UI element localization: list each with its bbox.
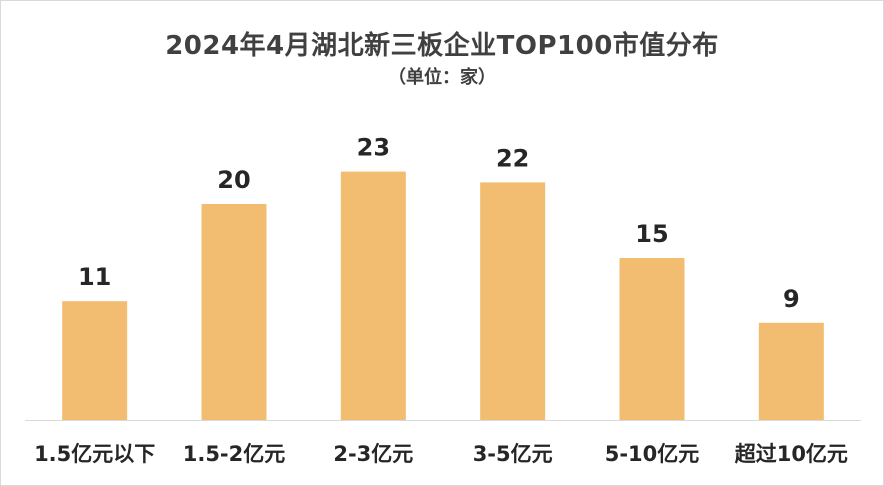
x-tick-label-5: 超过10亿元: [735, 442, 848, 466]
bar-3: [480, 182, 546, 420]
x-tick-label-0: 1.5亿元以下: [34, 442, 155, 466]
bar-5: [758, 322, 824, 420]
data-label-2: 23: [357, 134, 390, 162]
bar-0: [62, 301, 128, 420]
data-label-3: 22: [496, 144, 529, 172]
data-label-5: 9: [783, 285, 800, 313]
x-tick-label-3: 3-5亿元: [473, 442, 553, 466]
x-tick-label-2: 2-3亿元: [333, 442, 413, 466]
chart-subtitle: （单位：家）: [388, 67, 496, 88]
x-tick-label-4: 5-10亿元: [605, 442, 700, 466]
bar-4: [619, 258, 685, 420]
data-label-4: 15: [635, 220, 668, 248]
x-tick-label-1: 1.5-2亿元: [183, 442, 286, 466]
data-label-0: 11: [78, 263, 111, 291]
data-label-1: 20: [217, 166, 250, 194]
chart-title: 2024年4月湖北新三板企业TOP100市值分布: [165, 31, 719, 61]
bar-2: [340, 171, 406, 420]
bar-1: [201, 204, 267, 420]
